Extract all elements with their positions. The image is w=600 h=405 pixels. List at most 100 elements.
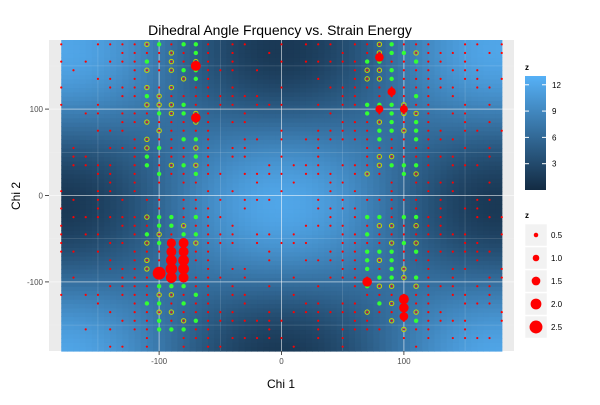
heat-tile: [471, 169, 478, 175]
heat-tile: [244, 113, 252, 119]
heat-tile: [201, 338, 209, 343]
heat-tile: [238, 238, 246, 244]
heat-tile: [220, 312, 228, 318]
heat-tile: [391, 61, 399, 67]
heat-tile: [195, 260, 203, 266]
heat-tile: [409, 208, 417, 214]
heat-tile: [153, 78, 160, 84]
heat-tile: [299, 234, 307, 240]
heat-tile: [293, 307, 301, 313]
heat-tile: [458, 251, 466, 257]
heat-tile: [354, 48, 362, 54]
heat-tile: [403, 277, 411, 283]
heat-tile: [128, 122, 136, 127]
heat-tile: [134, 40, 142, 45]
heat-tile: [397, 221, 405, 227]
heat-tile: [354, 96, 362, 102]
heat-tile: [367, 182, 374, 188]
heat-tile: [373, 338, 380, 343]
heat-tile: [183, 294, 191, 300]
heat-tile: [116, 281, 124, 287]
heat-tile: [61, 234, 68, 240]
heat-tile: [61, 273, 68, 279]
heat-tile: [275, 221, 283, 227]
heat-tile: [354, 195, 362, 201]
heat-tile: [367, 320, 374, 326]
heat-tile: [189, 247, 197, 253]
heat-tile: [440, 156, 448, 162]
heat-tile: [250, 346, 258, 352]
heat-tile: [244, 316, 252, 322]
heat-tile: [159, 70, 166, 76]
heat-tile: [146, 212, 154, 218]
heat-tile: [171, 307, 179, 313]
heat-tile: [465, 195, 472, 201]
heat-tile: [85, 83, 93, 89]
heat-tile: [465, 247, 472, 253]
heat-tile: [416, 74, 423, 80]
heat-tile: [367, 299, 374, 305]
heat-tile: [79, 312, 87, 318]
heat-tile: [397, 195, 405, 201]
heat-tile: [312, 225, 319, 231]
heat-tile: [342, 104, 350, 110]
heat-tile: [324, 247, 332, 253]
heat-tile: [61, 40, 68, 45]
heat-tile: [354, 160, 362, 166]
heat-tile: [153, 294, 160, 300]
heat-tile: [458, 52, 466, 58]
heat-tile: [403, 325, 411, 331]
heat-tile: [434, 48, 442, 54]
heat-tile: [373, 238, 380, 244]
heat-tile: [61, 325, 68, 331]
heat-tile: [336, 156, 344, 162]
heat-tile: [208, 87, 215, 93]
heat-tile: [281, 139, 289, 145]
heat-tile: [220, 122, 228, 127]
heat-tile: [134, 96, 142, 102]
heat-tile: [293, 268, 301, 274]
heat-tile: [214, 83, 221, 89]
heat-tile: [116, 169, 124, 175]
heat-tile: [452, 294, 460, 300]
heat-tile: [91, 204, 99, 210]
heat-tile: [269, 290, 276, 296]
heat-tile: [67, 312, 75, 318]
heat-tile: [183, 333, 191, 339]
heat-tile: [336, 299, 344, 305]
heat-tile: [440, 221, 448, 227]
heat-tile: [263, 191, 270, 197]
heat-tile: [91, 277, 99, 283]
heat-tile: [177, 333, 185, 339]
heat-tile: [281, 52, 289, 58]
heat-tile: [116, 135, 124, 140]
heat-tile: [312, 329, 319, 335]
heat-tile: [85, 57, 93, 63]
heat-tile: [232, 333, 240, 339]
heat-tile: [250, 234, 258, 240]
heat-tile: [201, 243, 209, 248]
heat-tile: [293, 126, 301, 132]
heat-tile: [171, 74, 179, 80]
heat-tile: [73, 329, 81, 335]
heat-tile: [477, 87, 485, 93]
heat-tile: [140, 286, 148, 292]
heat-tile: [165, 325, 172, 331]
heat-tile: [361, 156, 368, 162]
heat-tile: [159, 234, 166, 240]
heat-tile: [238, 44, 246, 50]
heat-tile: [452, 109, 460, 115]
heat-tile: [140, 173, 148, 179]
heat-tile: [122, 247, 130, 253]
heat-tile: [134, 91, 142, 97]
heat-tile: [452, 225, 460, 231]
heat-tile: [305, 135, 313, 140]
heat-tile: [238, 74, 246, 80]
heat-tile: [330, 44, 338, 50]
heat-tile: [330, 268, 338, 274]
heat-tile: [208, 152, 215, 158]
heat-tile: [440, 147, 448, 153]
heat-tile: [416, 169, 423, 175]
heat-tile: [348, 225, 356, 231]
heat-tile: [281, 169, 289, 175]
